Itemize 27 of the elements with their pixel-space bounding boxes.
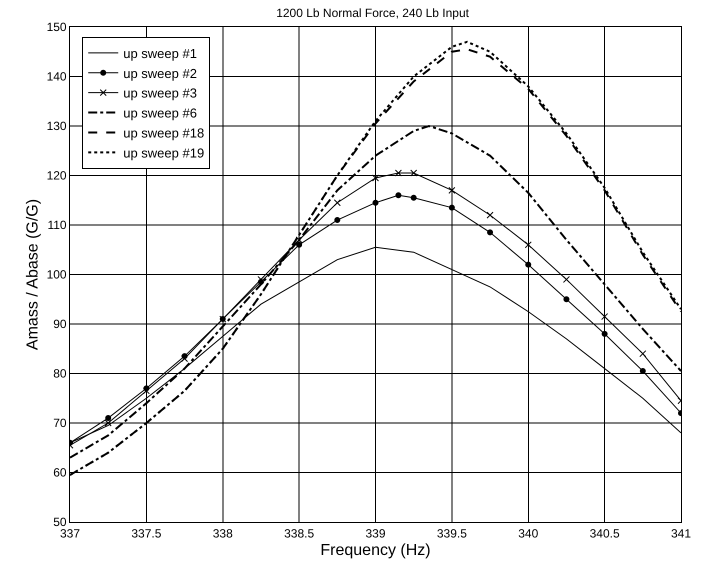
x-tick-label: 339.5: [436, 526, 468, 540]
x-tick-label: 339: [365, 526, 386, 540]
legend-label: up sweep #1: [123, 46, 197, 61]
y-tick-label: 120: [46, 168, 67, 183]
y-tick-label: 90: [53, 317, 67, 332]
x-tick-label: 340.5: [590, 526, 620, 540]
legend-label: up sweep #3: [123, 86, 197, 101]
x-tick-label: 337.5: [131, 526, 162, 540]
legend-label: up sweep #18: [123, 126, 204, 141]
y-tick-label: 60: [53, 466, 67, 480]
x-tick-label: 338.5: [284, 526, 314, 540]
x-tick-label: 340: [518, 526, 539, 540]
legend-label: up sweep #19: [123, 145, 204, 160]
y-tick-label: 70: [53, 416, 67, 430]
x-tick-label: 338: [212, 526, 234, 540]
y-axis-title: Amass / Abase (G/G): [24, 198, 42, 350]
chart-title: 1200 Lb Normal Force, 240 Lb Input: [276, 6, 470, 20]
x-axis-title: Frequency (Hz): [320, 542, 431, 560]
y-tick-label: 150: [46, 20, 67, 34]
y-tick-label: 110: [47, 218, 67, 232]
y-tick-label: 140: [46, 70, 67, 84]
legend-label: up sweep #2: [123, 66, 197, 81]
y-tick-label: 100: [46, 268, 67, 282]
y-tick-label: 80: [53, 366, 67, 381]
x-tick-label: 341: [670, 526, 692, 540]
legend-label: up sweep #6: [123, 106, 197, 121]
y-tick-label: 130: [46, 119, 67, 134]
